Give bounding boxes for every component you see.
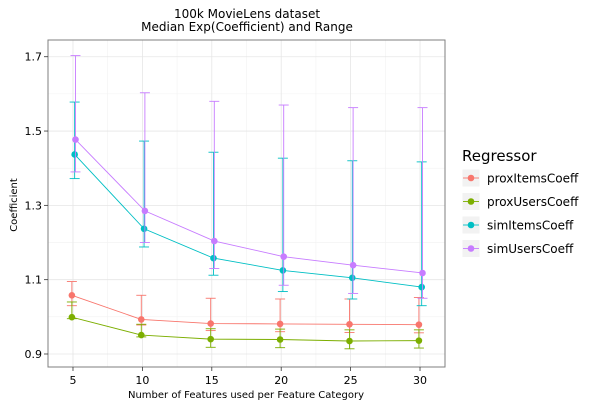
x-tick-label: 10 bbox=[135, 374, 149, 387]
legend-label: proxItemsCoeff bbox=[487, 172, 579, 186]
legend-item-simUsersCoeff: simUsersCoeff bbox=[461, 239, 574, 258]
data-point bbox=[415, 337, 423, 344]
series-line bbox=[75, 139, 423, 274]
legend-label: proxUsersCoeff bbox=[487, 195, 579, 209]
y-tick-label: 0.9 bbox=[25, 348, 43, 361]
data-point bbox=[415, 321, 423, 328]
data-point bbox=[68, 291, 76, 299]
data-point bbox=[418, 283, 425, 291]
chart-title-line-1: 100k MovieLens dataset bbox=[174, 7, 320, 21]
data-point bbox=[210, 237, 218, 245]
data-point bbox=[348, 274, 356, 282]
legend-item-simItemsCoeff: simItemsCoeff bbox=[461, 215, 574, 235]
series-marks bbox=[66, 55, 428, 350]
data-point bbox=[279, 267, 287, 274]
y-tick-label: 1.3 bbox=[25, 199, 43, 212]
data-point bbox=[68, 313, 76, 321]
series-simUsersCoeff bbox=[70, 55, 428, 299]
series-line bbox=[71, 294, 419, 326]
series-line bbox=[74, 154, 422, 288]
data-point bbox=[346, 337, 353, 345]
data-point bbox=[137, 331, 145, 339]
axes: 5 10 15 20 25 30 0.9 1.1 1.3 1.5 1.7 bbox=[25, 51, 428, 387]
x-tick-label: 25 bbox=[344, 374, 358, 387]
x-tick-label: 15 bbox=[205, 374, 219, 387]
gridlines bbox=[48, 40, 445, 367]
legend-key-point bbox=[467, 221, 475, 229]
data-point bbox=[207, 320, 214, 327]
series-simItemsCoeff bbox=[69, 101, 427, 307]
legend-key-point bbox=[467, 245, 475, 252]
legend-key-point bbox=[467, 174, 475, 182]
chart-title-line-2: Median Exp(Coefficient) and Range bbox=[141, 20, 353, 34]
x-tick-label: 5 bbox=[69, 374, 76, 387]
data-point bbox=[137, 316, 145, 323]
legend-item-proxUsersCoeff: proxUsersCoeff bbox=[461, 192, 579, 211]
data-point bbox=[72, 136, 79, 143]
data-point bbox=[276, 320, 284, 328]
legend: Regressor proxItemsCoeff proxUsersCoeff si… bbox=[461, 147, 579, 258]
data-point bbox=[210, 254, 217, 262]
x-tick-label: 30 bbox=[413, 374, 427, 387]
data-point bbox=[419, 269, 426, 277]
data-point bbox=[276, 336, 284, 343]
y-tick-label: 1.1 bbox=[25, 274, 43, 287]
data-point bbox=[346, 320, 353, 328]
legend-key-point bbox=[467, 198, 475, 205]
plot-border bbox=[47, 39, 446, 368]
x-tick-label: 20 bbox=[274, 374, 288, 387]
data-point bbox=[141, 207, 149, 215]
y-tick-label: 1.7 bbox=[25, 51, 43, 64]
legend-title: Regressor bbox=[462, 147, 537, 165]
y-axis-title: Coefficient bbox=[9, 178, 20, 232]
data-point bbox=[349, 261, 357, 269]
legend-label: simItemsCoeff bbox=[487, 219, 574, 233]
legend-label: simUsersCoeff bbox=[487, 242, 574, 256]
data-point bbox=[71, 151, 78, 158]
x-axis-title: Number of Features used per Feature Cate… bbox=[128, 390, 364, 401]
series-proxUsersCoeff bbox=[66, 301, 424, 350]
legend-item-proxItemsCoeff: proxItemsCoeff bbox=[461, 168, 579, 188]
data-point bbox=[280, 253, 288, 260]
data-point bbox=[207, 335, 214, 343]
data-point bbox=[140, 225, 148, 233]
y-tick-label: 1.5 bbox=[25, 125, 43, 138]
series-line bbox=[71, 316, 419, 342]
